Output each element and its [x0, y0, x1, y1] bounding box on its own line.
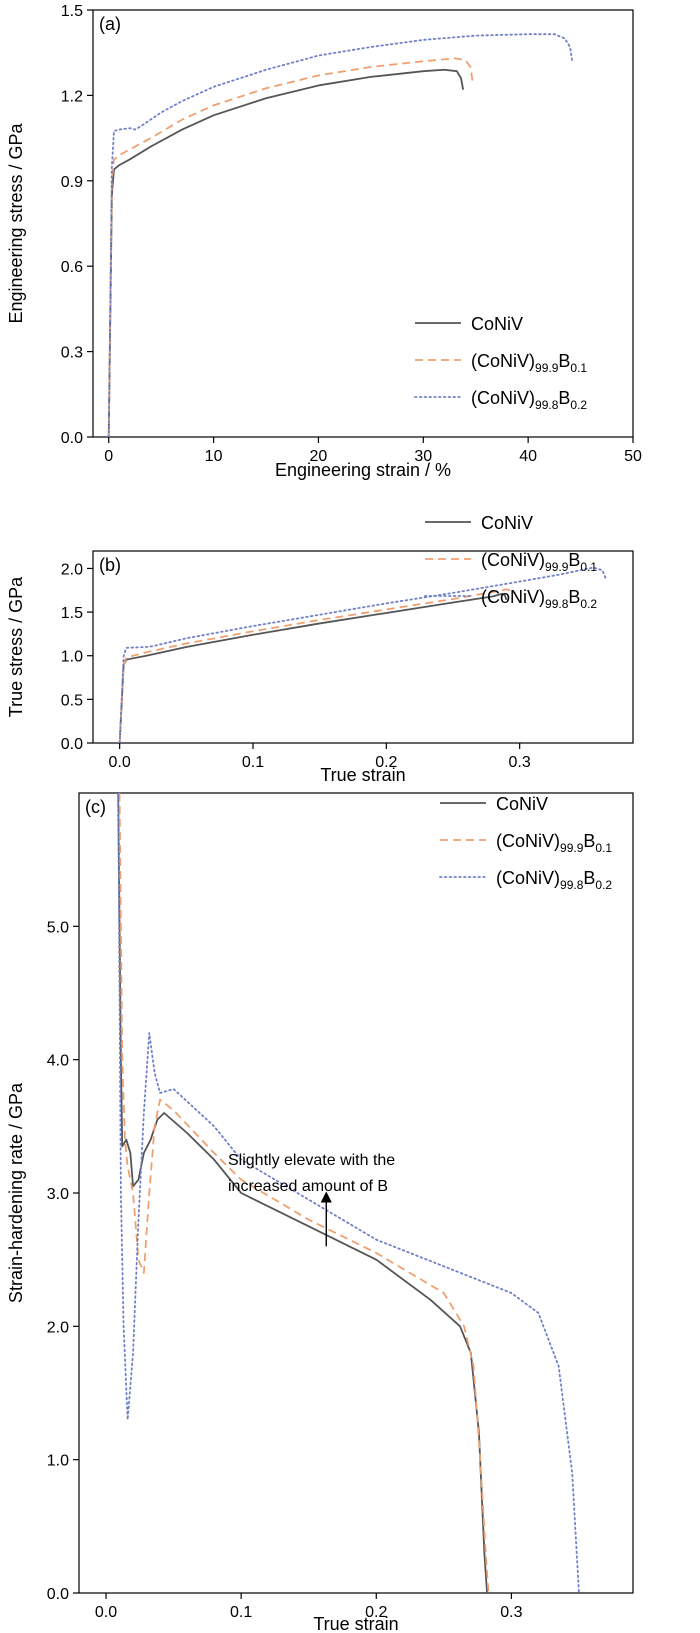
x-axis-title: True strain: [313, 1614, 398, 1633]
legend-entry: (CoNiV)99.9B0.1: [496, 831, 612, 855]
x-tick-label: 0.0: [95, 1604, 117, 1621]
series-line-1: [107, 68, 465, 437]
x-tick-label: 0.1: [230, 1604, 252, 1621]
x-tick-label: 0.2: [375, 754, 397, 771]
y-axis-title: Strain-hardening rate / GPa: [6, 1082, 26, 1303]
panel-label: (b): [99, 555, 121, 575]
legend-entry: (CoNiV)99.9B0.1: [481, 550, 597, 574]
legend-entry: CoNiV: [471, 314, 523, 334]
panel-label: (a): [99, 14, 121, 34]
x-tick-label: 0.2: [365, 1604, 387, 1621]
series-line-3: [107, 33, 574, 437]
x-tick-label: 30: [414, 448, 432, 465]
y-tick-label: 1.0: [47, 1453, 69, 1470]
annotation-text-line-1: Slightly elevate with the: [228, 1152, 395, 1169]
annotation-text-line-2: increased amount of B: [228, 1178, 388, 1195]
x-tick-label: 0.3: [509, 754, 531, 771]
x-tick-label: 0.3: [500, 1604, 522, 1621]
legend-entry: CoNiV: [496, 794, 548, 814]
x-tick-label: 10: [205, 448, 223, 465]
x-axis-title: Engineering strain / %: [275, 460, 451, 480]
plot-frame: [92, 550, 634, 744]
legend-entry: (CoNiV)99.8B0.2: [471, 388, 587, 412]
y-tick-label: 3.0: [47, 1186, 69, 1203]
y-axis-title: True stress / GPa: [6, 576, 26, 717]
series-line-2: [118, 588, 518, 743]
y-tick-label: 2.0: [47, 1319, 69, 1336]
y-tick-label: 1.5: [61, 3, 83, 20]
y-tick-label: 1.0: [61, 649, 83, 666]
series-line-2: [107, 57, 474, 437]
y-tick-label: 1.2: [61, 88, 83, 105]
series-line-2: [118, 793, 490, 1593]
y-tick-label: 0.6: [61, 259, 83, 276]
y-tick-label: 0.0: [61, 736, 83, 753]
y-tick-label: 0.0: [61, 430, 83, 447]
legend: CoNiV (CoNiV)99.9B0.1 (CoNiV)99.8B0.2: [424, 513, 597, 611]
plot-frame: [92, 9, 634, 438]
y-tick-label: 0.3: [61, 345, 83, 362]
series-line-1: [117, 793, 488, 1593]
series-line-3: [117, 793, 580, 1593]
y-tick-label: 1.5: [61, 605, 83, 622]
legend-entry: (CoNiV)99.9B0.1: [471, 351, 587, 375]
legend-entry: (CoNiV)99.8B0.2: [481, 587, 597, 611]
legend: CoNiV (CoNiV)99.9B0.1 (CoNiV)99.8B0.2: [439, 794, 612, 892]
y-axis-title: Engineering stress / GPa: [6, 122, 26, 323]
y-tick-label: 0.9: [61, 174, 83, 191]
x-tick-label: 0.1: [242, 754, 264, 771]
y-tick-label: 4.0: [47, 1053, 69, 1070]
legend-entry: CoNiV: [481, 513, 533, 533]
chart-panel-1: 0 10 20 30 40 50 0.0 0.3 0.6 0.9 1.2 1.5 Engineering…: [6, 3, 642, 480]
x-tick-label: 40: [519, 448, 537, 465]
series-line-3: [118, 566, 608, 743]
y-tick-label: 5.0: [47, 919, 69, 936]
legend-entry: (CoNiV)99.8B0.2: [496, 868, 612, 892]
chart-panel-3: 0.0 0.1 0.2 0.3 0.0 1.0 2.0 3.0 4.0 5.0 True strai…: [6, 792, 634, 1633]
y-tick-label: 0.5: [61, 692, 83, 709]
y-tick-label: 0.0: [47, 1586, 69, 1603]
x-tick-label: 0: [104, 448, 113, 465]
x-tick-label: 20: [310, 448, 328, 465]
legend: CoNiV (CoNiV)99.9B0.1 (CoNiV)99.8B0.2: [414, 314, 587, 412]
chart-panel-2: 0.0 0.1 0.2 0.3 0.0 0.5 1.0 1.5 2.0 True strain Tr…: [6, 513, 634, 785]
x-tick-label: 50: [624, 448, 642, 465]
panel-label: (c): [85, 797, 106, 817]
x-tick-label: 0.0: [109, 754, 131, 771]
y-tick-label: 2.0: [61, 561, 83, 578]
x-axis-title: True strain: [320, 765, 405, 785]
